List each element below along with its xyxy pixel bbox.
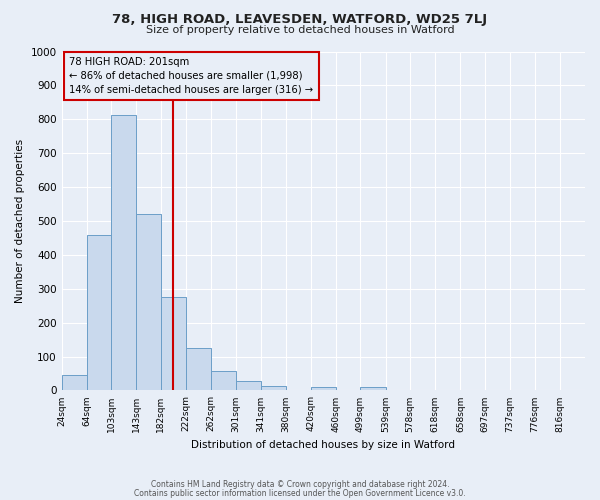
Bar: [261, 386, 286, 390]
Text: Contains public sector information licensed under the Open Government Licence v3: Contains public sector information licen…: [134, 488, 466, 498]
Bar: [186, 348, 211, 391]
Bar: [111, 115, 136, 390]
Bar: [361, 387, 386, 390]
Text: 78, HIGH ROAD, LEAVESDEN, WATFORD, WD25 7LJ: 78, HIGH ROAD, LEAVESDEN, WATFORD, WD25 …: [112, 12, 488, 26]
Bar: [311, 387, 336, 390]
Bar: [62, 375, 87, 390]
Bar: [211, 371, 236, 390]
Text: Size of property relative to detached houses in Watford: Size of property relative to detached ho…: [146, 25, 454, 35]
Bar: [136, 214, 161, 390]
Bar: [236, 382, 261, 390]
X-axis label: Distribution of detached houses by size in Watford: Distribution of detached houses by size …: [191, 440, 455, 450]
Text: Contains HM Land Registry data © Crown copyright and database right 2024.: Contains HM Land Registry data © Crown c…: [151, 480, 449, 489]
Bar: [161, 297, 186, 390]
Y-axis label: Number of detached properties: Number of detached properties: [15, 139, 25, 303]
Text: 78 HIGH ROAD: 201sqm
← 86% of detached houses are smaller (1,998)
14% of semi-de: 78 HIGH ROAD: 201sqm ← 86% of detached h…: [70, 56, 314, 94]
Bar: [87, 234, 111, 390]
